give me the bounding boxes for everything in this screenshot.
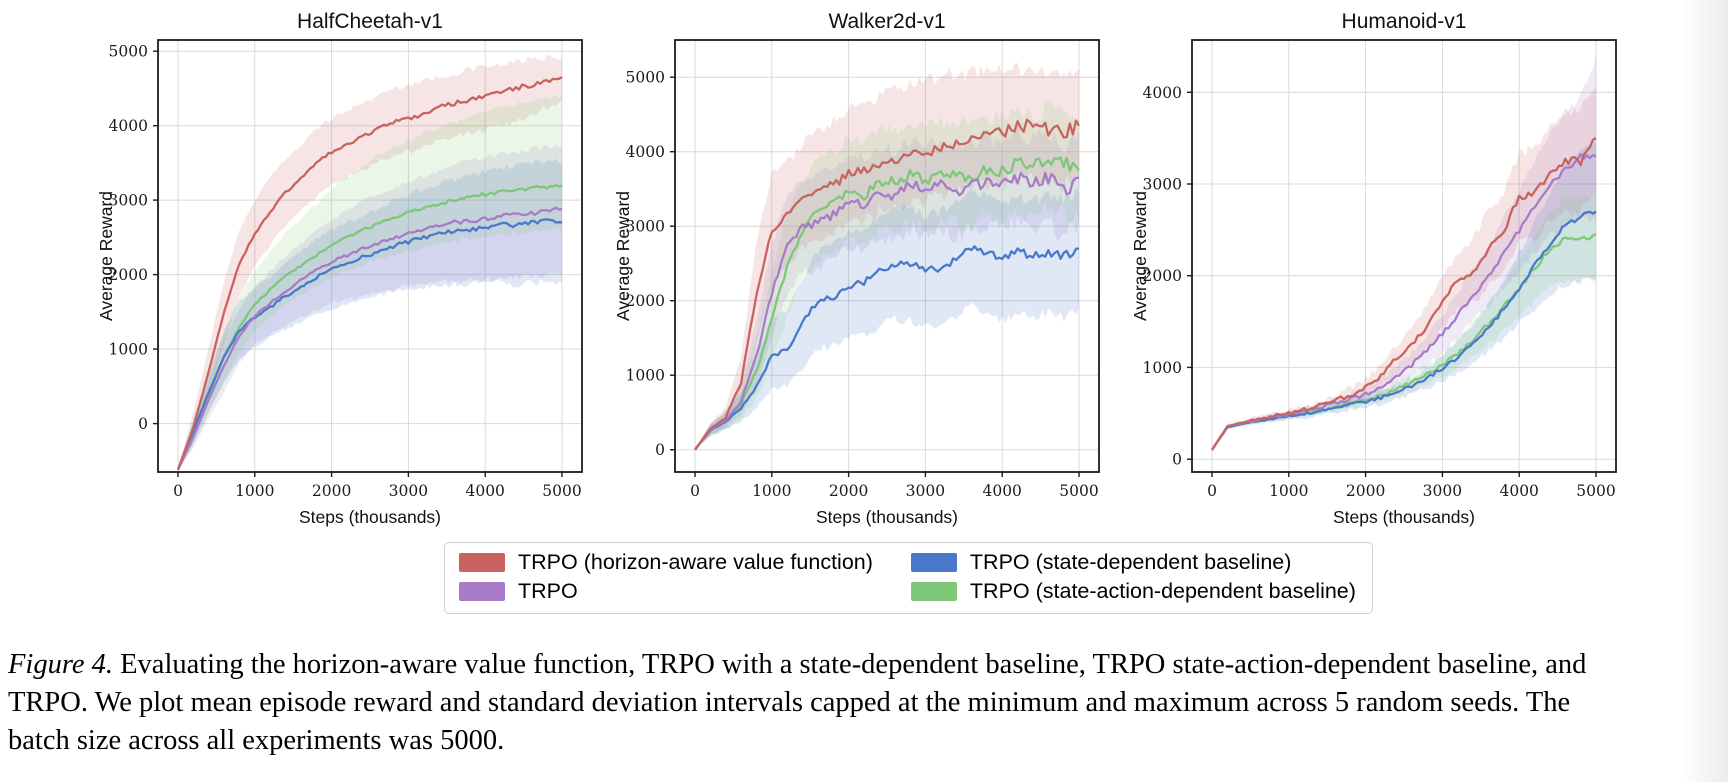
caption-figure-label: Figure 4. bbox=[8, 649, 114, 680]
svg-text:1000: 1000 bbox=[109, 341, 148, 359]
svg-text:3000: 3000 bbox=[626, 218, 665, 236]
legend-swatch-purple bbox=[459, 582, 505, 601]
svg-text:1000: 1000 bbox=[1143, 359, 1182, 377]
walker2d-plot: 0 1000 2000 3000 4000 5000 0 1000 2000 3000 4000 50… bbox=[613, 10, 1100, 527]
svg-text:2000: 2000 bbox=[1143, 267, 1182, 285]
caption-line-3: batch size across all experiments was 50… bbox=[8, 725, 505, 756]
svg-text:3000: 3000 bbox=[906, 482, 945, 500]
charts-row: 0 1000 2000 3000 4000 5000 0 1000 2000 3000 4000 50… bbox=[96, 0, 1620, 535]
svg-text:3000: 3000 bbox=[109, 192, 148, 210]
legend-swatch-green bbox=[910, 582, 957, 601]
svg-text:0: 0 bbox=[690, 482, 700, 500]
svg-text:Humanoid-v1: Humanoid-v1 bbox=[1342, 10, 1467, 33]
legend-entry-state-action-dependent: TRPO (state-action-dependent baseline) bbox=[910, 579, 1356, 604]
svg-text:0: 0 bbox=[173, 482, 183, 500]
svg-text:Steps (thousands): Steps (thousands) bbox=[1333, 507, 1475, 527]
svg-text:3000: 3000 bbox=[1143, 176, 1182, 194]
svg-text:2000: 2000 bbox=[312, 482, 351, 500]
chart-humanoid: 0 1000 2000 3000 4000 5000 0 1000 2000 3000 4000 Hu… bbox=[1130, 0, 1620, 535]
legend: TRPO (horizon-aware value function) TRPO… bbox=[444, 542, 1373, 614]
svg-text:5000: 5000 bbox=[109, 43, 148, 61]
svg-text:4000: 4000 bbox=[1499, 482, 1538, 500]
svg-text:3000: 3000 bbox=[389, 482, 428, 500]
legend-label: TRPO (state-action-dependent baseline) bbox=[969, 579, 1356, 603]
caption-line-1: Figure 4. Evaluating the horizon-aware v… bbox=[8, 646, 1726, 684]
legend-swatch-red bbox=[459, 553, 505, 572]
svg-text:0: 0 bbox=[1207, 482, 1217, 500]
svg-text:Walker2d-v1: Walker2d-v1 bbox=[828, 10, 945, 33]
svg-text:4000: 4000 bbox=[109, 117, 148, 135]
legend-label: TRPO bbox=[518, 579, 578, 603]
svg-text:0: 0 bbox=[138, 415, 148, 433]
svg-text:3000: 3000 bbox=[1423, 482, 1462, 500]
svg-text:Steps (thousands): Steps (thousands) bbox=[299, 507, 441, 527]
svg-text:4000: 4000 bbox=[1143, 84, 1182, 102]
svg-text:HalfCheetah-v1: HalfCheetah-v1 bbox=[297, 10, 443, 33]
svg-text:5000: 5000 bbox=[542, 482, 581, 500]
caption-text: Evaluating the horizon-aware value funct… bbox=[120, 649, 1587, 680]
legend-column-1: TRPO (horizon-aware value function) TRPO bbox=[459, 550, 873, 604]
svg-text:4000: 4000 bbox=[982, 482, 1021, 500]
svg-text:1000: 1000 bbox=[752, 482, 791, 500]
svg-text:Steps (thousands): Steps (thousands) bbox=[816, 507, 958, 527]
svg-text:4000: 4000 bbox=[465, 482, 504, 500]
legend-entry-state-dependent: TRPO (state-dependent baseline) bbox=[910, 550, 1356, 575]
svg-text:Average Reward: Average Reward bbox=[1130, 191, 1150, 321]
svg-text:5000: 5000 bbox=[1059, 482, 1098, 500]
legend-swatch-blue bbox=[910, 553, 957, 572]
svg-text:5000: 5000 bbox=[1576, 482, 1615, 500]
svg-text:2000: 2000 bbox=[109, 266, 148, 284]
legend-column-2: TRPO (state-dependent baseline) TRPO (st… bbox=[910, 550, 1356, 604]
svg-text:2000: 2000 bbox=[626, 292, 665, 310]
svg-text:1000: 1000 bbox=[235, 482, 274, 500]
svg-text:1000: 1000 bbox=[626, 367, 665, 385]
svg-text:0: 0 bbox=[655, 441, 665, 459]
legend-label: TRPO (horizon-aware value function) bbox=[518, 550, 873, 574]
svg-text:Average Reward: Average Reward bbox=[613, 191, 633, 321]
legend-entry-trpo: TRPO bbox=[459, 579, 873, 604]
figure-caption: Figure 4. Evaluating the horizon-aware v… bbox=[8, 646, 1726, 760]
halfcheetah-plot: 0 1000 2000 3000 4000 5000 0 1000 2000 3000 4000 50… bbox=[96, 10, 583, 527]
svg-text:5000: 5000 bbox=[626, 69, 665, 87]
svg-text:Average Reward: Average Reward bbox=[96, 191, 116, 321]
svg-text:4000: 4000 bbox=[626, 143, 665, 161]
humanoid-plot: 0 1000 2000 3000 4000 5000 0 1000 2000 3000 4000 Hu… bbox=[1130, 10, 1617, 527]
legend-label: TRPO (state-dependent baseline) bbox=[969, 550, 1292, 574]
svg-text:2000: 2000 bbox=[829, 482, 868, 500]
svg-text:2000: 2000 bbox=[1346, 482, 1385, 500]
svg-text:0: 0 bbox=[1172, 451, 1182, 469]
caption-line-2: TRPO. We plot mean episode reward and st… bbox=[8, 687, 1571, 718]
legend-entry-horizon-aware: TRPO (horizon-aware value function) bbox=[459, 550, 873, 575]
svg-text:1000: 1000 bbox=[1269, 482, 1308, 500]
chart-halfcheetah: 0 1000 2000 3000 4000 5000 0 1000 2000 3000 4000 50… bbox=[96, 0, 586, 535]
chart-walker2d: 0 1000 2000 3000 4000 5000 0 1000 2000 3000 4000 50… bbox=[613, 0, 1103, 535]
